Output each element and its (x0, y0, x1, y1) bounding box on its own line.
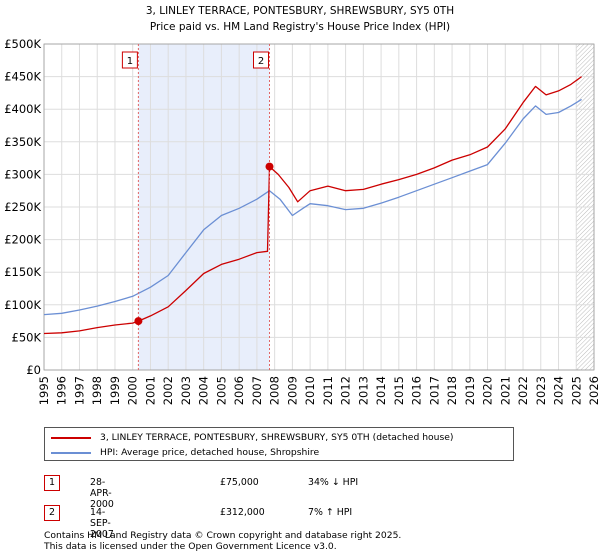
transaction-hpi-diff: 7% ↑ HPI (308, 507, 353, 518)
y-tick-label: £450K (4, 70, 41, 84)
x-tick-label: 2005 (214, 376, 228, 405)
x-tick-label: 2020 (481, 376, 495, 405)
legend-label-property: 3, LINLEY TERRACE, PONTESBURY, SHREWSBUR… (100, 432, 454, 443)
chart-title: 3, LINLEY TERRACE, PONTESBURY, SHREWSBUR… (146, 5, 454, 17)
sale-marker-box (253, 51, 269, 69)
x-tick-label: 1999 (108, 376, 122, 405)
x-tick-label: 2000 (126, 376, 140, 405)
x-tick-label: 2003 (179, 376, 193, 405)
y-tick-label: £350K (4, 135, 41, 149)
price-chart: 3, LINLEY TERRACE, PONTESBURY, SHREWSBUR… (4, 5, 600, 405)
x-tick-label: 2002 (161, 376, 175, 405)
y-tick-label: £50K (12, 330, 42, 344)
x-tick-label: 1996 (55, 376, 69, 405)
x-tick-label: 2014 (374, 376, 388, 405)
x-tick-label: 2018 (445, 376, 459, 405)
x-tick-label: 1998 (90, 376, 104, 405)
x-tick-label: 2011 (321, 376, 335, 405)
x-tick-label: 2022 (516, 376, 530, 405)
x-tick-label: 2024 (552, 376, 566, 405)
transaction-date: 14-SEP-2007 (90, 507, 114, 540)
x-tick-label: 2006 (232, 376, 246, 405)
y-tick-label: £500K (4, 37, 41, 51)
x-tick-label: 2008 (268, 376, 282, 405)
x-tick-label: 2025 (569, 376, 583, 405)
y-tick-label: £300K (4, 167, 41, 181)
attribution-footer: Contains HM Land Registry data © Crown c… (44, 530, 401, 552)
x-tick-label: 2009 (285, 376, 299, 405)
x-tick-label: 1997 (72, 376, 86, 405)
x-tick-label: 2023 (534, 376, 548, 405)
x-tick-label: 2010 (303, 376, 317, 405)
x-tick-label: 2004 (197, 376, 211, 405)
x-tick-label: 2001 (143, 376, 157, 405)
hpi-series-line (43, 98, 582, 316)
transaction-number-badge: 2 (44, 505, 60, 521)
sale-marker-label: 1 (127, 56, 133, 67)
footer-line-licence: This data is licensed under the Open Gov… (44, 541, 337, 552)
sale-point (134, 317, 143, 326)
transaction-price: £75,000 (220, 477, 259, 488)
legend-label-hpi: HPI: Average price, detached house, Shro… (100, 447, 320, 458)
transaction-number-badge: 1 (44, 475, 60, 491)
plot-border (43, 43, 595, 371)
footer-line-copyright: Contains HM Land Registry data © Crown c… (44, 530, 402, 541)
y-tick-label: £400K (4, 102, 41, 116)
x-tick-label: 2007 (250, 376, 264, 405)
x-tick-label: 2012 (339, 376, 353, 405)
transaction-hpi-diff: 34% ↓ HPI (308, 477, 359, 488)
transaction-date: 28-APR-2000 (90, 477, 114, 510)
legend-swatch-hpi (51, 451, 91, 454)
x-tick-label: 2019 (463, 376, 477, 405)
chart-subtitle: Price paid vs. HM Land Registry's House … (150, 21, 450, 33)
y-tick-label: £0 (26, 363, 41, 377)
x-tick-label: 1995 (37, 376, 51, 405)
x-tick-label: 2026 (587, 376, 600, 405)
legend-item-property: 3, LINLEY TERRACE, PONTESBURY, SHREWSBUR… (51, 430, 454, 445)
y-tick-label: £100K (4, 298, 41, 312)
x-tick-label: 2016 (410, 376, 424, 405)
transaction-price: £312,000 (220, 507, 265, 518)
x-tick-label: 2017 (427, 376, 441, 405)
x-tick-label: 2015 (392, 376, 406, 405)
y-tick-label: £150K (4, 265, 41, 279)
sale-point (265, 162, 274, 171)
y-tick-label: £250K (4, 200, 41, 214)
x-tick-label: 2021 (498, 376, 512, 405)
legend-item-hpi: HPI: Average price, detached house, Shro… (51, 445, 319, 460)
x-tick-label: 2013 (356, 376, 370, 405)
y-tick-label: £200K (4, 233, 41, 247)
chart-legend: 3, LINLEY TERRACE, PONTESBURY, SHREWSBUR… (44, 427, 514, 461)
legend-swatch-property (51, 436, 91, 439)
sale-marker-label: 2 (258, 56, 264, 67)
sale-marker-box (121, 51, 138, 69)
